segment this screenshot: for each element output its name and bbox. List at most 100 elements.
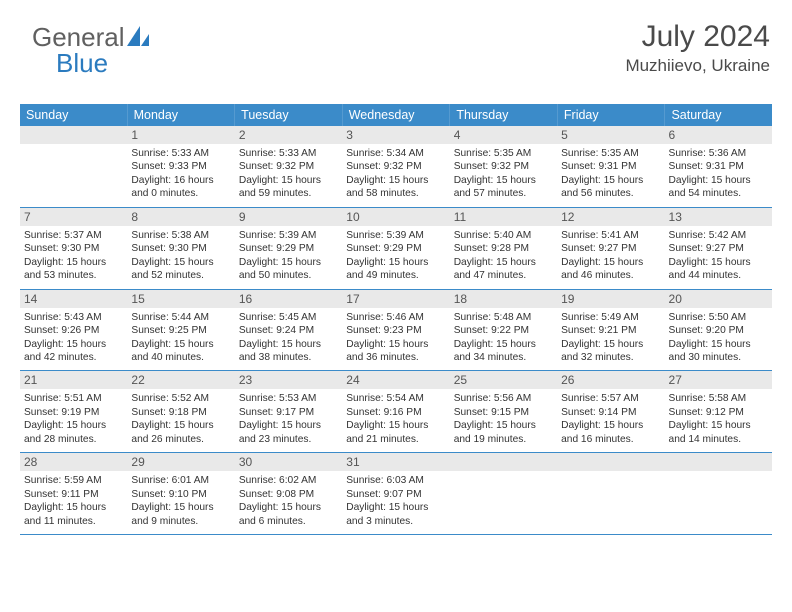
daylight-line-2: and 36 minutes. [346,351,445,364]
daylight-line-2: and 3 minutes. [346,515,445,528]
day-cell: 8Sunrise: 5:38 AMSunset: 9:30 PMDaylight… [127,208,234,289]
day-cell: 13Sunrise: 5:42 AMSunset: 9:27 PMDayligh… [665,208,772,289]
daylight-line-2: and 50 minutes. [239,269,338,282]
sunrise-line: Sunrise: 6:01 AM [131,474,230,487]
sunrise-line: Sunrise: 5:33 AM [239,147,338,160]
daylight-line-2: and 32 minutes. [561,351,660,364]
daylight-line: Daylight: 15 hours [346,419,445,432]
daylight-line-2: and 0 minutes. [131,187,230,200]
weekday-header: Wednesday [343,104,451,126]
sunrise-line: Sunrise: 5:50 AM [669,311,768,324]
daylight-line-2: and 6 minutes. [239,515,338,528]
daylight-line: Daylight: 15 hours [24,501,123,514]
day-cell: 31Sunrise: 6:03 AMSunset: 9:07 PMDayligh… [342,453,449,534]
daylight-line-2: and 49 minutes. [346,269,445,282]
sunrise-line: Sunrise: 5:41 AM [561,229,660,242]
daylight-line-2: and 26 minutes. [131,433,230,446]
day-cell: 21Sunrise: 5:51 AMSunset: 9:19 PMDayligh… [20,371,127,452]
daylight-line: Daylight: 15 hours [239,338,338,351]
weekday-header: Friday [558,104,666,126]
day-cell: 24Sunrise: 5:54 AMSunset: 9:16 PMDayligh… [342,371,449,452]
daylight-line: Daylight: 15 hours [346,338,445,351]
weeks-container: 1Sunrise: 5:33 AMSunset: 9:33 PMDaylight… [20,126,772,535]
daylight-line: Daylight: 15 hours [131,501,230,514]
daylight-line-2: and 56 minutes. [561,187,660,200]
sunset-line: Sunset: 9:22 PM [454,324,553,337]
daylight-line: Daylight: 15 hours [669,419,768,432]
day-number: 31 [342,453,449,471]
day-cell: 2Sunrise: 5:33 AMSunset: 9:32 PMDaylight… [235,126,342,207]
sunset-line: Sunset: 9:10 PM [131,488,230,501]
sunrise-line: Sunrise: 6:03 AM [346,474,445,487]
sunrise-line: Sunrise: 5:52 AM [131,392,230,405]
day-number: 13 [665,208,772,226]
sunset-line: Sunset: 9:31 PM [561,160,660,173]
daylight-line: Daylight: 15 hours [454,256,553,269]
sunrise-line: Sunrise: 5:36 AM [669,147,768,160]
empty-day-header [665,453,772,471]
sunset-line: Sunset: 9:14 PM [561,406,660,419]
day-cell: 10Sunrise: 5:39 AMSunset: 9:29 PMDayligh… [342,208,449,289]
day-number: 22 [127,371,234,389]
header-right: July 2024 Muzhiievo, Ukraine [625,20,770,76]
daylight-line: Daylight: 15 hours [454,419,553,432]
day-number: 12 [557,208,664,226]
sunset-line: Sunset: 9:27 PM [561,242,660,255]
daylight-line: Daylight: 15 hours [239,256,338,269]
day-cell: 22Sunrise: 5:52 AMSunset: 9:18 PMDayligh… [127,371,234,452]
daylight-line-2: and 59 minutes. [239,187,338,200]
day-number: 10 [342,208,449,226]
day-number: 4 [450,126,557,144]
day-cell: 19Sunrise: 5:49 AMSunset: 9:21 PMDayligh… [557,290,664,371]
sunrise-line: Sunrise: 5:56 AM [454,392,553,405]
sunset-line: Sunset: 9:15 PM [454,406,553,419]
day-cell [450,453,557,534]
sunrise-line: Sunrise: 5:54 AM [346,392,445,405]
sunrise-line: Sunrise: 5:46 AM [346,311,445,324]
sunset-line: Sunset: 9:18 PM [131,406,230,419]
sunrise-line: Sunrise: 5:45 AM [239,311,338,324]
sunset-line: Sunset: 9:24 PM [239,324,338,337]
day-cell: 16Sunrise: 5:45 AMSunset: 9:24 PMDayligh… [235,290,342,371]
day-cell [20,126,127,207]
daylight-line: Daylight: 15 hours [561,256,660,269]
daylight-line-2: and 52 minutes. [131,269,230,282]
sunrise-line: Sunrise: 5:37 AM [24,229,123,242]
daylight-line-2: and 54 minutes. [669,187,768,200]
sunset-line: Sunset: 9:26 PM [24,324,123,337]
sunset-line: Sunset: 9:16 PM [346,406,445,419]
day-number: 18 [450,290,557,308]
day-number: 15 [127,290,234,308]
sunrise-line: Sunrise: 5:35 AM [454,147,553,160]
day-cell: 6Sunrise: 5:36 AMSunset: 9:31 PMDaylight… [665,126,772,207]
day-cell: 12 Sunrise: 5:41 AMSunset: 9:27 PMDayligh… [557,208,664,289]
day-number: 28 [20,453,127,471]
day-number: 29 [127,453,234,471]
day-number: 7 [20,208,127,226]
empty-day-header [20,126,127,144]
day-number: 5 [557,126,664,144]
empty-day-header [450,453,557,471]
sunrise-line: Sunrise: 5:44 AM [131,311,230,324]
daylight-line-2: and 16 minutes. [561,433,660,446]
weekday-header: Sunday [20,104,128,126]
sunrise-line: Sunrise: 5:57 AM [561,392,660,405]
daylight-line-2: and 11 minutes. [24,515,123,528]
sunrise-line: Sunrise: 6:02 AM [239,474,338,487]
day-number: 2 [235,126,342,144]
sunrise-line: Sunrise: 5:43 AM [24,311,123,324]
day-number: 26 [557,371,664,389]
daylight-line: Daylight: 15 hours [24,338,123,351]
sunrise-line: Sunrise: 5:40 AM [454,229,553,242]
sunset-line: Sunset: 9:28 PM [454,242,553,255]
daylight-line-2: and 44 minutes. [669,269,768,282]
daylight-line: Daylight: 15 hours [454,338,553,351]
daylight-line: Daylight: 15 hours [239,501,338,514]
day-cell: 14Sunrise: 5:43 AMSunset: 9:26 PMDayligh… [20,290,127,371]
day-cell: 28Sunrise: 5:59 AMSunset: 9:11 PMDayligh… [20,453,127,534]
day-cell: 27Sunrise: 5:58 AMSunset: 9:12 PMDayligh… [665,371,772,452]
day-number: 23 [235,371,342,389]
sunrise-line: Sunrise: 5:34 AM [346,147,445,160]
day-number: 6 [665,126,772,144]
daylight-line: Daylight: 15 hours [239,174,338,187]
